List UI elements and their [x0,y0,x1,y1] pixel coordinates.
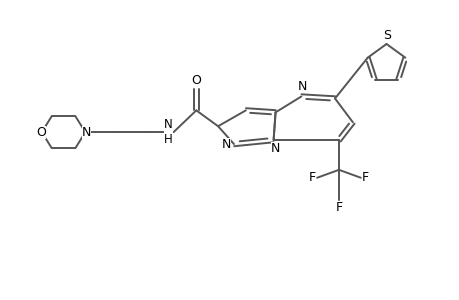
Text: N: N [297,80,306,93]
Text: F: F [308,171,315,184]
Text: F: F [335,201,342,214]
Text: O: O [191,74,201,87]
Text: N: N [270,142,280,154]
Text: N: N [221,138,230,151]
Text: O: O [36,126,45,139]
Text: S: S [383,28,391,42]
Text: F: F [361,171,369,184]
Text: N: N [82,126,91,139]
Text: N
H: N H [164,118,173,146]
